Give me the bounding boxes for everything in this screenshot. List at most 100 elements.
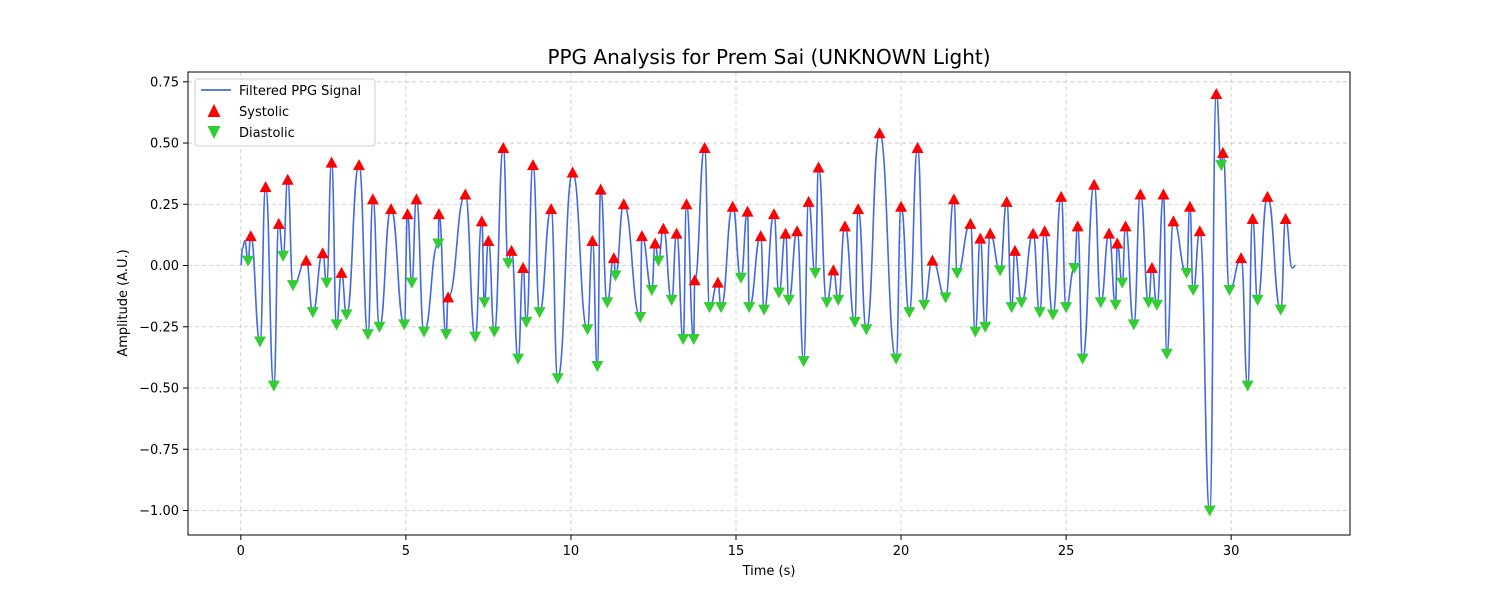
diastolic-marker (320, 277, 333, 289)
diastolic-marker (1274, 304, 1287, 316)
diastolic-marker (797, 356, 810, 368)
systolic-marker (517, 261, 530, 273)
y-axis-label: Amplitude (A.U.) (116, 249, 131, 356)
systolic-marker (726, 200, 739, 212)
x-tick-label: 30 (1223, 544, 1240, 559)
systolic-marker (300, 254, 313, 266)
diastolic-marker (848, 316, 861, 328)
y-tick-label: −0.75 (139, 443, 179, 458)
systolic-marker (711, 276, 724, 288)
systolic-marker (1008, 244, 1021, 256)
systolic-marker (649, 237, 662, 249)
systolic-marker (964, 217, 977, 229)
systolic-marker (1071, 220, 1084, 232)
y-tick-label: 0.75 (150, 75, 179, 90)
diastolic-marker (979, 321, 992, 333)
systolic-marker (545, 203, 558, 215)
systolic-marker (947, 193, 960, 205)
systolic-marker (244, 230, 257, 242)
systolic-marker (767, 208, 780, 220)
legend-diastolic-swatch (207, 126, 221, 139)
systolic-marker (1157, 188, 1170, 200)
systolic-marker (698, 141, 711, 153)
diastolic-marker (1116, 277, 1129, 289)
diastolic-marker (286, 280, 299, 292)
systolic-marker (791, 225, 804, 237)
x-tick-label: 20 (893, 544, 910, 559)
y-tick-label: −0.25 (139, 320, 179, 335)
systolic-marker (670, 227, 683, 239)
diastolic-marker (469, 331, 482, 343)
diastolic-marker (687, 334, 700, 346)
systolic-marker (1055, 190, 1068, 202)
diastolic-marker (703, 302, 716, 314)
systolic-marker (325, 156, 338, 168)
legend-box (194, 78, 376, 147)
diastolic-marker (581, 324, 594, 336)
diastolic-marker (1046, 309, 1059, 321)
diastolic-marker (253, 336, 266, 348)
diastolic-marker (820, 297, 833, 309)
diastolic-markers (242, 160, 1287, 517)
diastolic-marker (1251, 294, 1264, 306)
systolic-marker (281, 173, 294, 185)
chart-title: PPG Analysis for Prem Sai (UNKNOWN Light… (547, 45, 990, 69)
diastolic-marker (809, 267, 822, 279)
systolic-marker (827, 264, 840, 276)
diastolic-marker (772, 287, 785, 299)
systolic-marker (432, 208, 445, 220)
diastolic-marker (994, 265, 1007, 277)
x-axis-label: Time (s) (742, 564, 796, 579)
systolic-marker (1279, 212, 1292, 224)
systolic-marker (984, 227, 997, 239)
diastolic-marker (1180, 267, 1193, 279)
systolic-marker (352, 159, 365, 171)
systolic-marker (812, 161, 825, 173)
systolic-marker (526, 159, 539, 171)
systolic-marker (1111, 237, 1124, 249)
diastolic-marker (373, 321, 386, 333)
systolic-marker (1103, 227, 1116, 239)
systolic-marker (1167, 215, 1180, 227)
y-tick-label: 0.25 (150, 198, 179, 213)
systolic-marker (607, 252, 620, 264)
diastolic-marker (1094, 297, 1107, 309)
x-axis-ticks: 0 5 10 15 20 25 30 (237, 535, 1240, 559)
systolic-marker (385, 203, 398, 215)
diastolic-marker (903, 307, 916, 319)
systolic-marker (1134, 188, 1147, 200)
legend-systolic-label: Systolic (239, 105, 289, 120)
legend-diastolic-label: Diastolic (239, 126, 295, 141)
systolic-marker (852, 203, 865, 215)
systolic-marker (688, 274, 701, 286)
systolic-marker (873, 127, 886, 139)
diastolic-marker (330, 319, 343, 331)
plot-frame (187, 71, 1351, 536)
x-tick-label: 25 (1058, 544, 1075, 559)
diastolic-marker (832, 294, 845, 306)
diastolic-marker (361, 329, 374, 341)
y-tick-label: 0.50 (150, 137, 179, 152)
diastolic-marker (1203, 505, 1216, 517)
diastolic-marker (715, 302, 728, 314)
systolic-marker (505, 244, 518, 256)
legend: Filtered PPG Signal Systolic Diastolic (194, 78, 376, 147)
systolic-marker (272, 217, 285, 229)
diastolic-marker (1215, 160, 1228, 172)
systolic-marker (741, 205, 754, 217)
systolic-marker (1119, 220, 1132, 232)
systolic-marker (680, 198, 693, 210)
plot-area (240, 88, 1296, 517)
systolic-marker (1183, 200, 1196, 212)
diastolic-marker (918, 299, 931, 311)
diastolic-marker (242, 255, 255, 267)
y-tick-label: −0.50 (139, 382, 179, 397)
systolic-marker (594, 183, 607, 195)
diastolic-marker (665, 294, 678, 306)
systolic-marker (802, 195, 815, 207)
systolic-marker (974, 232, 987, 244)
systolic-marker (410, 193, 423, 205)
systolic-marker (838, 220, 851, 232)
systolic-marker (895, 200, 908, 212)
